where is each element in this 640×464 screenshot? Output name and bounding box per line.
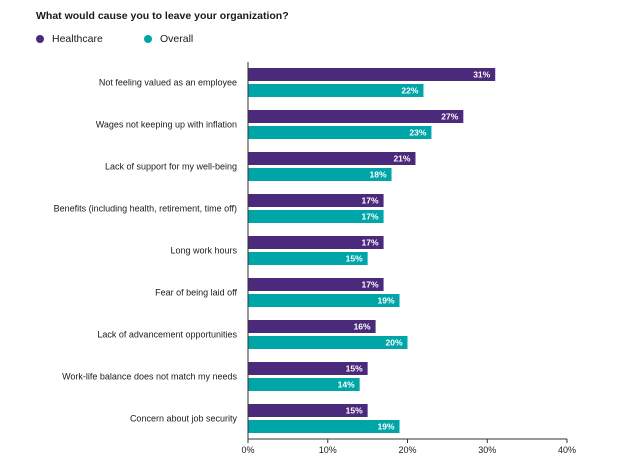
data-label-overall: 22% (401, 85, 418, 95)
legend-swatch-overall (144, 35, 152, 43)
bar-overall (248, 294, 400, 307)
bar-overall (248, 126, 432, 139)
data-label-overall: 14% (338, 379, 355, 389)
data-label-healthcare: 15% (346, 405, 363, 415)
legend-label-overall: Overall (160, 33, 194, 45)
data-label-healthcare: 16% (354, 321, 371, 331)
bar-healthcare (248, 362, 368, 375)
data-label-healthcare: 17% (362, 237, 379, 247)
bar-overall (248, 420, 400, 433)
category-label: Not feeling valued as an employee (99, 77, 237, 87)
bar-healthcare (248, 278, 384, 291)
data-label-overall: 19% (378, 421, 395, 431)
bar-overall (248, 84, 424, 97)
data-label-healthcare: 21% (393, 153, 410, 163)
legend-item-healthcare: Healthcare (36, 33, 103, 45)
bar-healthcare (248, 152, 416, 165)
data-label-overall: 18% (370, 169, 387, 179)
data-label-healthcare: 17% (362, 195, 379, 205)
data-label-overall: 19% (378, 295, 395, 305)
category-label: Wages not keeping up with inflation (96, 119, 237, 129)
category-label: Lack of support for my well-being (105, 161, 237, 171)
bar-overall (248, 336, 408, 349)
data-label-overall: 20% (385, 337, 402, 347)
bar-overall (248, 168, 392, 181)
category-label: Lack of advancement opportunities (97, 329, 237, 339)
category-label: Concern about job security (130, 413, 238, 423)
data-label-healthcare: 15% (346, 363, 363, 373)
bar-overall (248, 252, 368, 265)
category-label: Work-life balance does not match my need… (62, 371, 237, 381)
data-label-healthcare: 27% (441, 111, 458, 121)
bar-healthcare (248, 68, 496, 81)
x-tick-label: 20% (398, 445, 416, 455)
category-label: Long work hours (170, 245, 237, 255)
bar-healthcare (248, 320, 376, 333)
bar-healthcare (248, 236, 384, 249)
chart-title: What would cause you to leave your organ… (36, 10, 289, 22)
bar-healthcare (248, 110, 464, 123)
data-label-healthcare: 31% (473, 69, 490, 79)
data-label-overall: 17% (362, 211, 379, 221)
x-tick-label: 0% (241, 445, 254, 455)
x-tick-label: 40% (558, 445, 576, 455)
legend-swatch-healthcare (36, 35, 44, 43)
legend-label-healthcare: Healthcare (52, 33, 103, 45)
data-label-overall: 15% (346, 253, 363, 263)
data-label-overall: 23% (409, 127, 426, 137)
category-label: Fear of being laid off (155, 287, 237, 297)
x-tick-label: 30% (478, 445, 496, 455)
bar-healthcare (248, 404, 368, 417)
legend-item-overall: Overall (144, 33, 193, 45)
bar-healthcare (248, 194, 384, 207)
x-tick-label: 10% (319, 445, 337, 455)
bar-overall (248, 210, 384, 223)
bar-overall (248, 378, 360, 391)
data-label-healthcare: 17% (362, 279, 379, 289)
category-label: Benefits (including health, retirement, … (54, 203, 237, 213)
